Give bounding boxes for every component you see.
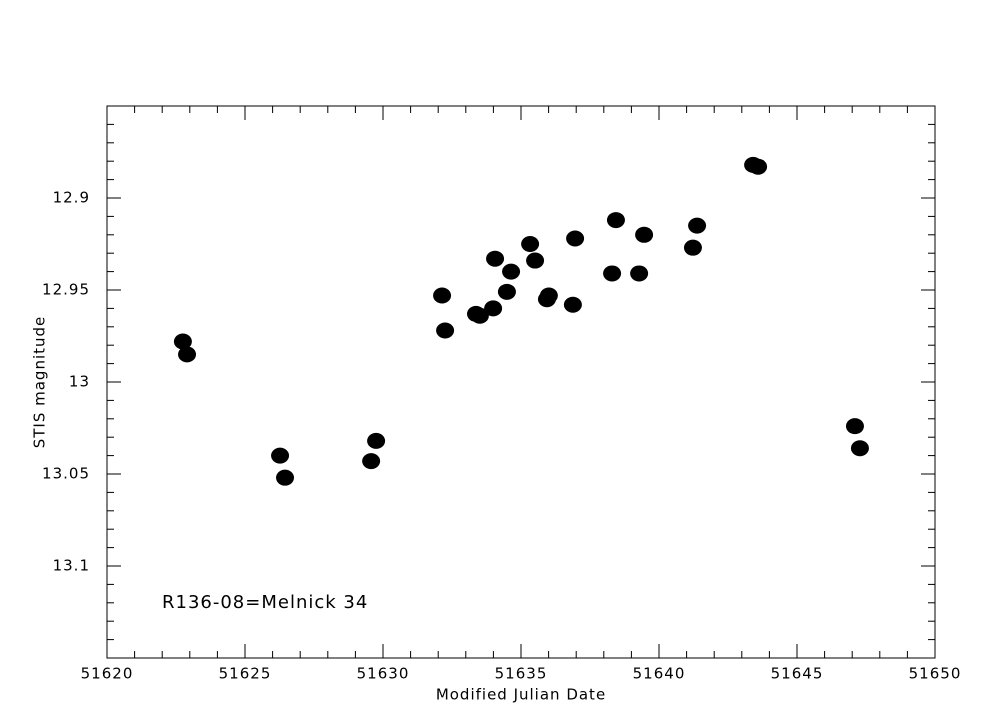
data-point <box>521 236 540 252</box>
annotation: R136-08=Melnick 34 <box>162 592 368 613</box>
data-point <box>606 212 625 229</box>
x-tick-label: 51630 <box>357 665 410 683</box>
data-point <box>436 322 455 339</box>
x-tick-label: 51645 <box>771 665 824 683</box>
x-tick-label: 51640 <box>633 665 686 683</box>
data-point <box>470 307 489 324</box>
data-point <box>173 333 192 350</box>
data-point <box>486 250 505 267</box>
data-point <box>539 287 558 304</box>
data-point <box>566 230 585 247</box>
x-tick-label: 51620 <box>81 665 134 683</box>
data-point <box>683 239 702 256</box>
y-tick-label: 12.9 <box>53 189 90 207</box>
data-point <box>688 217 707 234</box>
data-point <box>563 296 582 313</box>
y-axis-label: STIS magnitude <box>31 316 49 449</box>
data-point <box>276 469 295 486</box>
data-point <box>635 226 654 243</box>
data-point <box>178 346 197 363</box>
data-point <box>603 265 622 282</box>
data-point <box>497 283 516 300</box>
x-tick-label: 51635 <box>495 665 548 683</box>
y-tick-label: 13 <box>69 373 90 391</box>
data-point <box>526 252 545 269</box>
data-point <box>433 287 452 304</box>
data-point <box>271 447 290 464</box>
y-tick-label: 13.1 <box>53 557 90 575</box>
x-axis-label: Modified Julian Date <box>436 686 606 704</box>
data-point <box>850 440 869 457</box>
data-point <box>362 453 381 470</box>
data-point <box>502 263 521 280</box>
y-tick-label: 12.95 <box>42 281 90 299</box>
x-tick-label: 51625 <box>219 665 272 683</box>
data-point <box>484 300 503 317</box>
data-point <box>630 265 649 282</box>
x-tick-label: 51650 <box>909 665 962 683</box>
y-tick-label: 13.05 <box>42 465 90 483</box>
data-point <box>749 158 768 175</box>
data-point <box>845 418 864 435</box>
data-point <box>367 432 386 449</box>
plot-frame <box>106 105 936 659</box>
